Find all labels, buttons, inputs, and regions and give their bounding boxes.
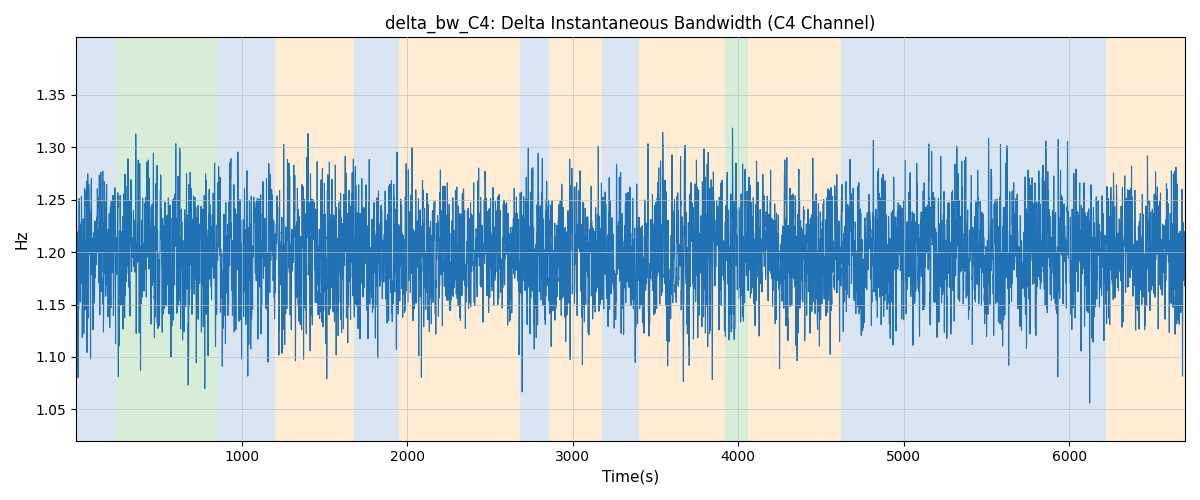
Bar [550,38,602,440]
Bar [218,38,275,440]
Bar [841,38,1105,440]
Bar [638,38,725,440]
Bar [354,38,398,440]
Bar [398,38,520,440]
Bar [520,38,550,440]
Bar [748,38,841,440]
Title: delta_bw_C4: Delta Instantaneous Bandwidth (C4 Channel): delta_bw_C4: Delta Instantaneous Bandwid… [385,15,876,34]
Bar [116,38,218,440]
Bar [76,38,116,440]
Bar [275,38,354,440]
Bar [1105,38,1186,440]
Bar [602,38,638,440]
X-axis label: Time(s): Time(s) [602,470,659,485]
Bar [725,38,748,440]
Y-axis label: Hz: Hz [14,230,30,249]
